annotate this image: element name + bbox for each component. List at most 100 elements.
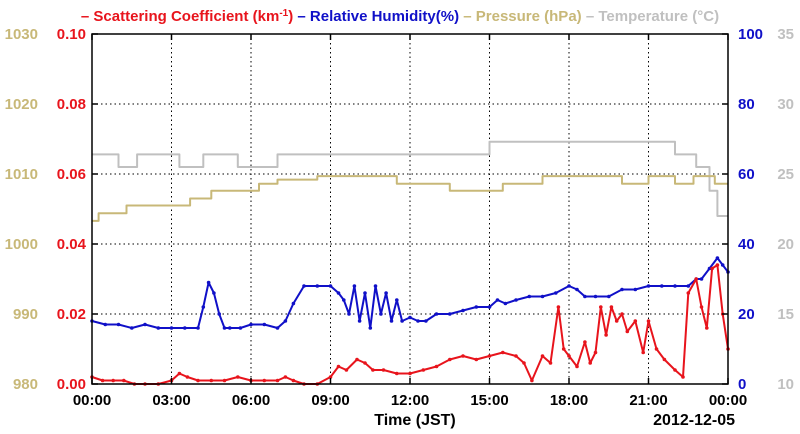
y-tick-label-humidity: 60 — [738, 166, 755, 183]
data-point-humidity — [487, 305, 492, 309]
data-point-scattering — [522, 361, 526, 365]
y-tick-label-humidity: 80 — [738, 96, 755, 113]
data-point-scattering — [633, 319, 638, 323]
data-point-scattering — [275, 378, 280, 383]
chart-legend: – Scattering Coefficient (km-1) – Relati… — [81, 8, 719, 26]
data-point-humidity — [156, 326, 161, 330]
data-point-scattering — [548, 361, 553, 365]
data-point-scattering — [122, 378, 126, 383]
data-point-humidity — [169, 326, 174, 330]
data-point-humidity — [395, 298, 399, 302]
x-tick-label: 03:00 — [152, 392, 190, 409]
series-line-temperature — [92, 140, 728, 217]
data-point-humidity — [130, 326, 134, 330]
data-point-scattering — [355, 357, 359, 362]
data-point-scattering — [662, 357, 667, 362]
data-point-scattering — [686, 291, 691, 295]
data-point-scattering — [646, 319, 651, 323]
data-point-humidity — [206, 280, 211, 285]
data-point-humidity — [143, 322, 147, 327]
chart-plot-area — [90, 140, 730, 386]
data-point-humidity — [262, 322, 267, 327]
data-point-humidity — [379, 312, 383, 316]
data-point-humidity — [620, 287, 624, 292]
data-point-humidity — [352, 284, 357, 288]
data-point-scattering — [561, 347, 566, 351]
data-point-scattering — [328, 375, 333, 379]
data-point-scattering — [614, 319, 619, 323]
y-tick-label-scattering: 0.06 — [57, 166, 86, 183]
y-tick-label-temperature: 10 — [777, 376, 794, 393]
x-tick-label: 00:00 — [709, 392, 747, 409]
data-point-scattering — [236, 375, 240, 379]
y-tick-label-scattering: 0.04 — [57, 236, 87, 253]
data-point-humidity — [673, 284, 677, 288]
data-point-scattering — [381, 368, 386, 372]
data-point-scattering — [620, 312, 624, 316]
data-point-scattering — [262, 378, 267, 383]
data-point-scattering — [177, 371, 182, 376]
y-tick-label-pressure: 990 — [13, 306, 38, 323]
data-point-humidity — [363, 291, 367, 295]
data-point-scattering — [209, 378, 214, 383]
y-tick-label-pressure: 980 — [13, 376, 38, 393]
chart-grid — [92, 34, 728, 384]
data-point-humidity — [514, 298, 518, 302]
data-point-scattering — [421, 368, 426, 372]
data-point-humidity — [228, 326, 232, 330]
y-tick-label-scattering: 0.02 — [57, 306, 86, 323]
data-point-humidity — [707, 266, 712, 271]
data-point-humidity — [389, 319, 394, 323]
data-point-scattering — [699, 305, 704, 309]
x-tick-label: 06:00 — [232, 392, 270, 409]
y-tick-label-pressure: 1010 — [5, 166, 38, 183]
data-point-humidity — [461, 308, 465, 313]
data-point-humidity — [567, 284, 571, 288]
legend-entry: – Temperature (°C) — [582, 8, 719, 25]
data-point-humidity — [400, 319, 404, 323]
data-point-humidity — [222, 326, 227, 330]
data-point-scattering — [408, 371, 412, 376]
data-point-scattering — [336, 364, 341, 369]
x-tick-label: 00:00 — [73, 392, 111, 409]
data-point-humidity — [424, 319, 428, 323]
data-point-humidity — [434, 312, 439, 316]
data-point-scattering — [371, 368, 375, 372]
legend-entry-tail: ) — [288, 8, 293, 25]
data-point-scattering — [609, 305, 614, 309]
y-tick-label-temperature: 35 — [777, 26, 794, 43]
data-point-scattering — [395, 371, 399, 376]
data-point-humidity — [384, 291, 388, 295]
data-point-humidity — [660, 284, 664, 288]
data-point-scattering — [530, 378, 534, 383]
data-point-humidity — [342, 298, 346, 302]
data-point-scattering — [681, 375, 685, 379]
y-tick-label-scattering: 0.00 — [57, 376, 86, 393]
data-point-humidity — [116, 322, 121, 327]
x-tick-label: 09:00 — [311, 392, 349, 409]
legend-text: – Scattering Coefficient (km-1) – Relati… — [81, 8, 719, 26]
data-point-humidity — [249, 322, 253, 327]
data-point-scattering — [540, 354, 545, 358]
data-point-scattering — [196, 378, 200, 383]
data-point-scattering — [344, 368, 349, 372]
y-tick-label-temperature: 30 — [777, 96, 794, 113]
data-point-scattering — [363, 361, 367, 365]
data-point-humidity — [416, 319, 420, 323]
series-line-pressure — [92, 175, 728, 222]
data-point-humidity — [357, 319, 362, 323]
data-point-humidity — [368, 326, 373, 330]
data-point-scattering — [100, 378, 105, 383]
data-point-scattering — [673, 368, 677, 372]
y-tick-label-pressure: 1020 — [5, 96, 38, 113]
y-tick-label-humidity: 100 — [738, 26, 763, 43]
data-point-humidity — [291, 301, 296, 306]
data-point-humidity — [448, 312, 452, 316]
data-point-humidity — [646, 284, 651, 288]
data-point-scattering — [474, 357, 479, 362]
legend-superscript: -1 — [279, 8, 288, 19]
x-tick-label: 18:00 — [550, 392, 588, 409]
data-point-scattering — [710, 266, 714, 271]
y-tick-label-pressure: 1030 — [5, 26, 38, 43]
